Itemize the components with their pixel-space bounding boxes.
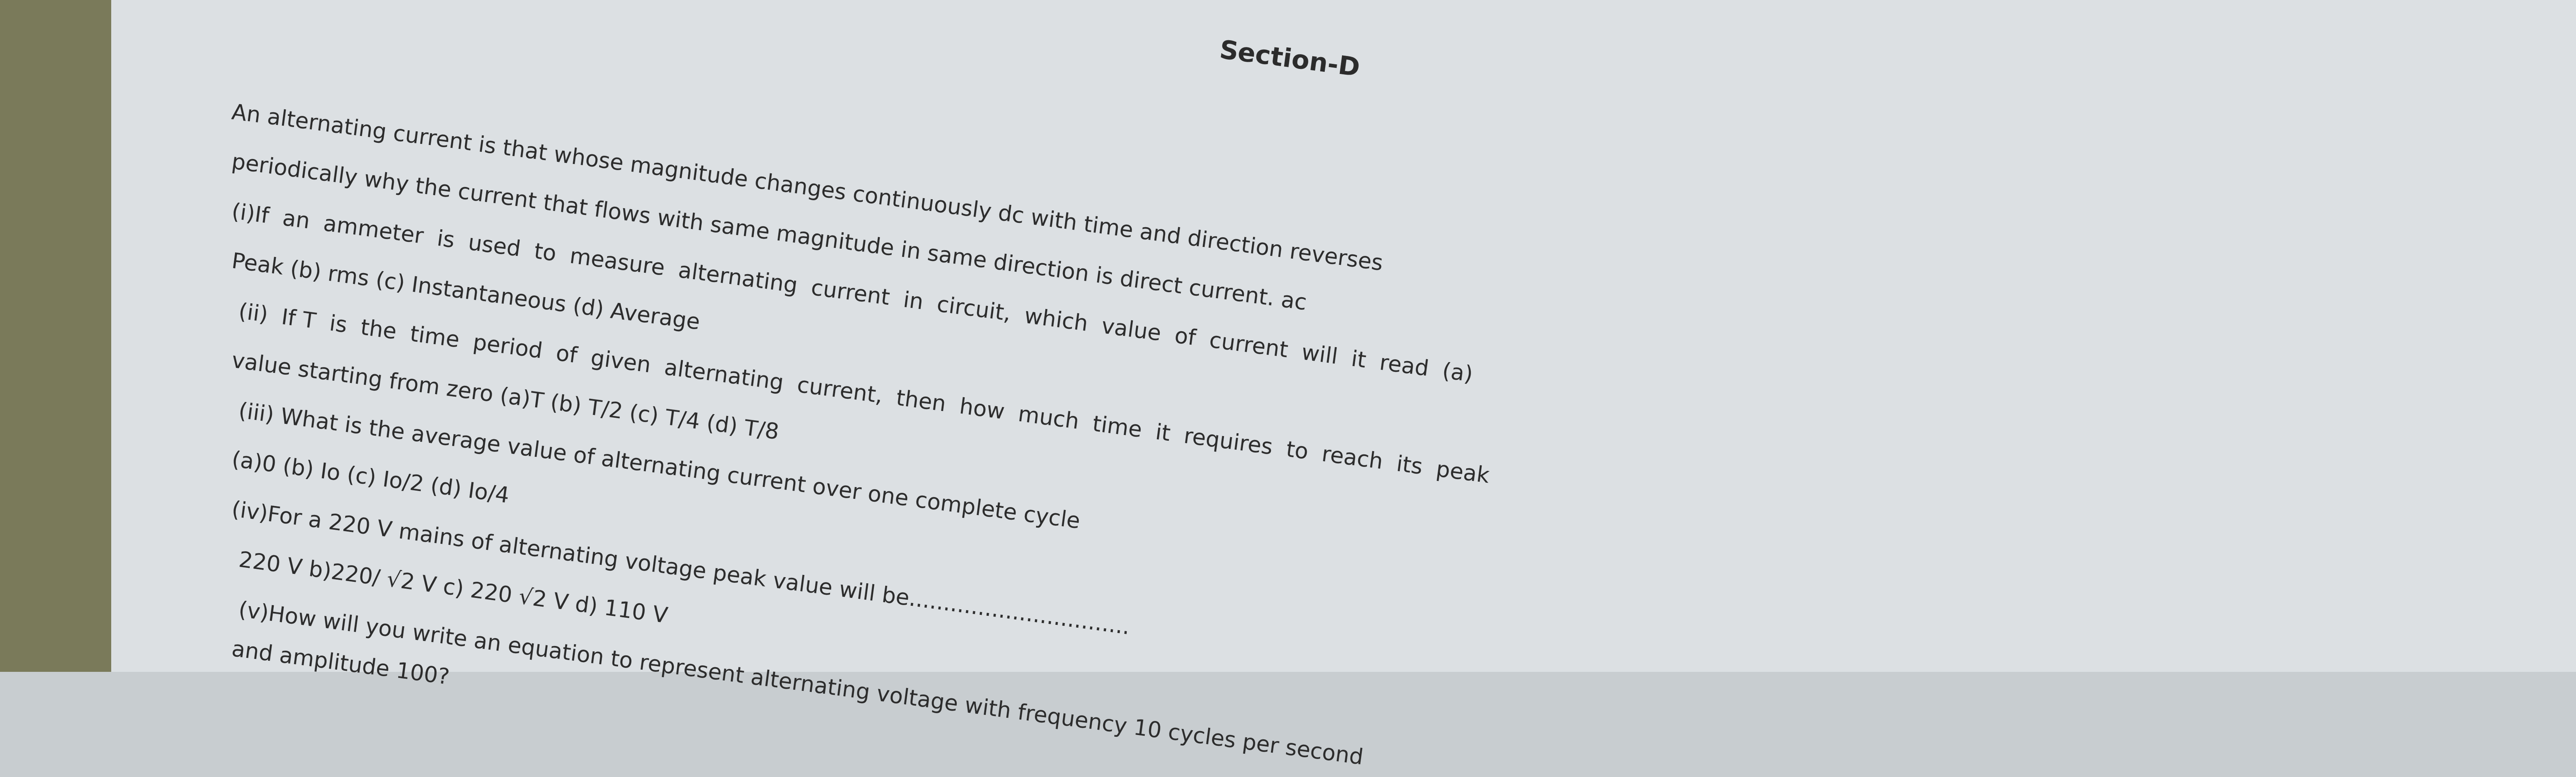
Text: (v)How will you write an equation to represent alternating voltage with frequenc: (v)How will you write an equation to rep…	[229, 599, 1365, 769]
Polygon shape	[108, 0, 2576, 714]
Text: (iv)For a 220 V mains of alternating voltage peak value will be.................: (iv)For a 220 V mains of alternating vol…	[229, 500, 1131, 639]
Text: (i)If  an  ammeter  is  used  to  measure  alternating  current  in  circuit,  w: (i)If an ammeter is used to measure alte…	[229, 202, 1473, 386]
Text: Peak (b) rms (c) Instantaneous (d) Average: Peak (b) rms (c) Instantaneous (d) Avera…	[229, 252, 701, 334]
Text: Section-D: Section-D	[1218, 39, 1363, 82]
Text: An alternating current is that whose magnitude changes continuously dc with time: An alternating current is that whose mag…	[229, 103, 1383, 275]
Text: value starting from zero (a)T (b) T/2 (c) T/4 (d) T/8: value starting from zero (a)T (b) T/2 (c…	[229, 350, 781, 444]
Text: (ii)  If T  is  the  time  period  of  given  alternating  current,  then  how  : (ii) If T is the time period of given al…	[229, 301, 1492, 488]
Text: periodically why the current that flows with same magnitude in same direction is: periodically why the current that flows …	[229, 152, 1309, 315]
Text: (a)0 (b) Io (c) Io/2 (d) Io/4: (a)0 (b) Io (c) Io/2 (d) Io/4	[229, 450, 510, 507]
Text: and amplitude 100?: and amplitude 100?	[229, 639, 451, 689]
Text: (iii) What is the average value of alternating current over one complete cycle: (iii) What is the average value of alter…	[229, 400, 1082, 533]
Polygon shape	[0, 0, 111, 672]
Text: 220 V b)220/ √2 V c) 220 √2 V d) 110 V: 220 V b)220/ √2 V c) 220 √2 V d) 110 V	[229, 549, 670, 628]
